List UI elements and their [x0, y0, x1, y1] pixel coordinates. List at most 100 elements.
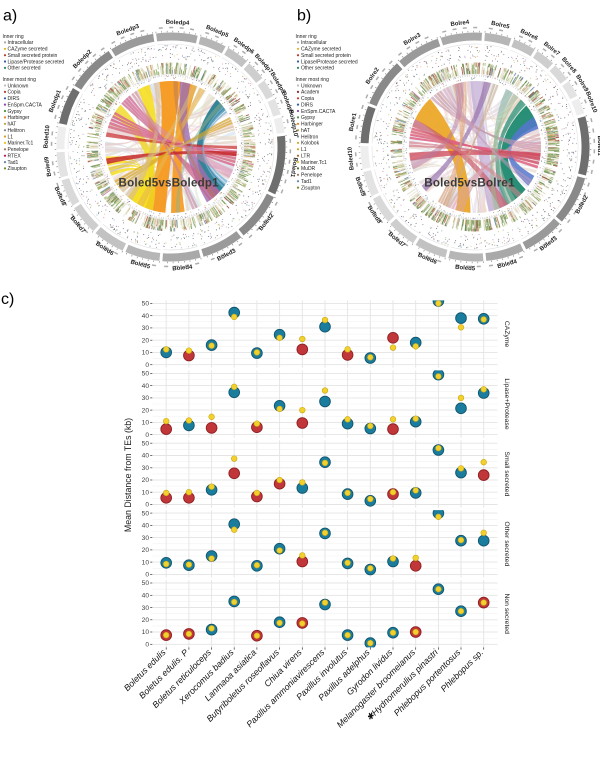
- svg-text:Boled10: Boled10: [43, 124, 51, 148]
- svg-text:30: 30: [142, 465, 150, 472]
- svg-text:Inner ring: Inner ring: [296, 34, 317, 40]
- svg-text:Boled1: Boled1: [596, 136, 600, 157]
- svg-text:EnSpm.CACTA: EnSpm.CACTA: [301, 109, 336, 115]
- svg-text:Harbinger: Harbinger: [301, 122, 323, 128]
- svg-text:30: 30: [142, 535, 150, 542]
- svg-text:RTEX: RTEX: [8, 154, 22, 160]
- svg-text:L1: L1: [301, 147, 307, 153]
- svg-text:Boledp4: Boledp4: [165, 20, 190, 27]
- svg-text:Other secreted: Other secreted: [8, 66, 41, 72]
- svg-text:Mariner.Tc1: Mariner.Tc1: [8, 141, 34, 147]
- svg-text:40: 40: [142, 593, 150, 600]
- svg-text:30: 30: [142, 325, 150, 332]
- svg-text:Tad1: Tad1: [8, 160, 19, 166]
- svg-text:hAT: hAT: [8, 122, 17, 128]
- svg-text:CAZyme secreted: CAZyme secreted: [301, 47, 341, 53]
- svg-text:Helitron: Helitron: [8, 128, 25, 134]
- svg-text:30: 30: [142, 605, 150, 612]
- svg-text:20: 20: [142, 337, 150, 344]
- svg-text:Bolre5: Bolre5: [490, 21, 510, 31]
- svg-text:CAZyme secreted: CAZyme secreted: [8, 47, 48, 53]
- svg-text:40: 40: [142, 383, 150, 390]
- svg-text:Inner most ring: Inner most ring: [3, 77, 37, 83]
- svg-text:Inner ring: Inner ring: [3, 34, 24, 40]
- svg-text:50: 50: [142, 510, 150, 517]
- svg-text:L1: L1: [8, 134, 14, 140]
- svg-text:50: 50: [142, 371, 150, 378]
- svg-text:CAZyme: CAZyme: [503, 321, 510, 348]
- svg-text:40: 40: [142, 453, 150, 460]
- svg-text:0: 0: [145, 362, 149, 369]
- svg-text:c): c): [1, 291, 14, 308]
- svg-text:Mariner.Tc1: Mariner.Tc1: [301, 160, 327, 166]
- svg-text:DIRS: DIRS: [8, 96, 21, 102]
- svg-text:Boled4: Boled4: [172, 265, 193, 273]
- svg-text:10: 10: [142, 559, 150, 566]
- svg-text:50: 50: [142, 440, 150, 447]
- svg-text:Small secreted: Small secreted: [503, 451, 510, 496]
- svg-text:LTR: LTR: [301, 154, 310, 160]
- svg-text:Boled1: Boled1: [289, 157, 298, 178]
- svg-text:30: 30: [142, 395, 150, 402]
- svg-text:10: 10: [142, 489, 150, 496]
- svg-text:Boled5vsBoledp1: Boled5vsBoledp1: [119, 176, 220, 189]
- svg-text:0: 0: [145, 432, 149, 439]
- svg-text:40: 40: [142, 523, 150, 530]
- svg-text:Zisupton: Zisupton: [8, 166, 27, 172]
- svg-text:Inner most ring: Inner most ring: [296, 77, 330, 83]
- svg-text:Zisupton: Zisupton: [301, 185, 320, 191]
- svg-text:Copia: Copia: [301, 96, 314, 102]
- svg-text:DIRS: DIRS: [301, 102, 314, 108]
- svg-text:Boledp10: Boledp10: [287, 109, 298, 137]
- svg-text:Other secreted: Other secreted: [301, 66, 334, 72]
- svg-text:Bolre1: Bolre1: [349, 112, 359, 132]
- svg-text:20: 20: [142, 547, 150, 554]
- svg-text:b): b): [297, 8, 311, 25]
- svg-text:20: 20: [142, 477, 150, 484]
- svg-text:Academ: Academ: [301, 90, 319, 96]
- svg-text:MuDR: MuDR: [301, 166, 316, 172]
- svg-text:Penelope: Penelope: [8, 147, 29, 153]
- svg-text:Lipase/Protease secreted: Lipase/Protease secreted: [301, 59, 358, 65]
- svg-text:10: 10: [142, 420, 150, 427]
- svg-text:Intracellular: Intracellular: [301, 40, 327, 46]
- svg-text:10: 10: [142, 629, 150, 636]
- svg-text:Copia: Copia: [8, 90, 21, 96]
- svg-text:Boled5: Boled5: [130, 260, 152, 271]
- svg-text:Boled4: Boled4: [497, 259, 519, 270]
- svg-text:Other secreted: Other secreted: [503, 521, 510, 566]
- svg-text:0: 0: [145, 572, 149, 579]
- svg-text:Unknown: Unknown: [8, 83, 29, 89]
- svg-text:Boled10: Boled10: [347, 146, 355, 170]
- svg-text:Boled5vsBolre1: Boled5vsBolre1: [424, 176, 515, 189]
- svg-text:50: 50: [142, 580, 150, 587]
- svg-text:Non secreted: Non secreted: [503, 593, 510, 634]
- svg-text:a): a): [3, 8, 17, 25]
- svg-text:Small secreted protein: Small secreted protein: [8, 53, 58, 59]
- svg-text:Bolre4: Bolre4: [450, 20, 470, 28]
- svg-text:Penelope: Penelope: [301, 173, 322, 179]
- svg-text:Tad1: Tad1: [301, 179, 312, 185]
- svg-text:EnSpm.CACTA: EnSpm.CACTA: [8, 102, 43, 108]
- svg-text:hAT: hAT: [301, 128, 310, 134]
- svg-text:10: 10: [142, 350, 150, 357]
- svg-text:Lipase/Protease secreted: Lipase/Protease secreted: [8, 59, 65, 65]
- svg-text:Helitron: Helitron: [301, 134, 318, 140]
- svg-text:20: 20: [142, 407, 150, 414]
- svg-text:20: 20: [142, 617, 150, 624]
- svg-text:Unknown: Unknown: [301, 83, 322, 89]
- svg-text:Small secreted protein: Small secreted protein: [301, 53, 351, 59]
- svg-text:0: 0: [145, 642, 149, 649]
- svg-text:Gypsy: Gypsy: [8, 109, 23, 115]
- svg-text:0: 0: [145, 502, 149, 509]
- svg-text:40: 40: [142, 313, 150, 320]
- svg-text:Lipase+Protease: Lipase+Protease: [503, 378, 510, 429]
- svg-text:Gypsy: Gypsy: [301, 115, 316, 121]
- svg-text:Mean Distance from TEs (kb): Mean Distance from TEs (kb): [123, 418, 133, 532]
- svg-text:Boled5: Boled5: [455, 265, 476, 273]
- svg-text:Intracellular: Intracellular: [8, 40, 34, 46]
- svg-text:Harbinger: Harbinger: [8, 115, 30, 121]
- svg-text:Boled9: Boled9: [44, 155, 53, 176]
- svg-text:50: 50: [142, 301, 150, 308]
- svg-text:Kolobok: Kolobok: [301, 141, 320, 147]
